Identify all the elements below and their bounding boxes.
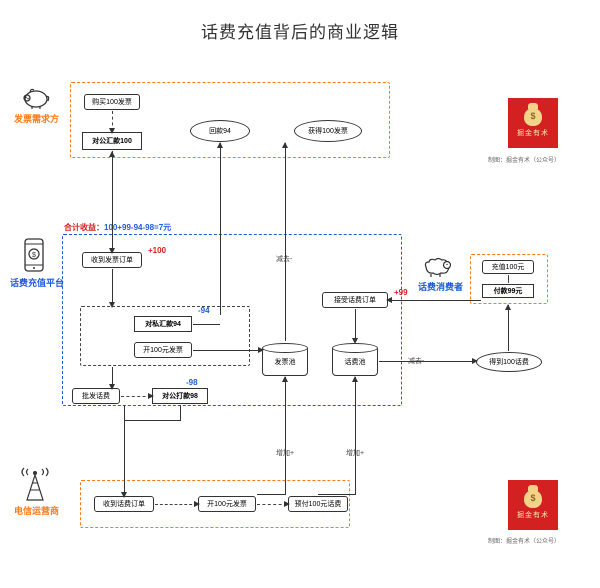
edge [193,324,220,325]
val-minus94: -94 [198,306,210,315]
svg-text:$: $ [32,252,36,259]
actor-consumer: 话费消费者 [418,280,463,293]
credit-top: 制图：掘金有术（公众号） [488,155,560,164]
credit-bottom: 制图：掘金有术（公众号） [488,536,560,545]
edge [112,269,113,305]
diagram-title: 话费充值背后的商业逻辑 [0,18,600,43]
edge [285,143,286,341]
edge [508,305,509,351]
edge [193,350,261,351]
brand-badge-top: 掘金有术 [508,98,558,148]
node-pay99: 付款99元 [482,284,534,298]
profit-line: 合计收益：100+99-94-98=7元 [64,222,171,233]
node-recv-invoice-order: 收到发票订单 [82,252,142,268]
node-invoice-pool: 发票池 [262,346,308,376]
actor-platform: 话费充值平台 [10,276,64,289]
node-recharge100: 充值100元 [482,260,534,274]
edge [155,504,197,505]
node-pay-public100: 对公汇款100 [82,132,142,150]
antenna-icon [20,466,50,502]
edge [389,300,481,301]
node-get100invoice: 获得100发票 [294,120,362,142]
node-return94: 回款94 [190,120,250,142]
pig-icon [18,85,50,109]
edge [285,377,286,495]
sheep-icon [420,254,454,278]
edge [220,143,221,315]
edge [257,494,285,495]
edge [379,361,475,362]
actor-telecom: 电信运营商 [14,504,59,517]
edge [121,396,151,397]
edge [180,405,181,421]
node-prepay100: 预付100元话费 [288,496,348,512]
node-issue100invoice: 开100元发票 [134,342,192,358]
node-accept-phone-order: 接受话费订单 [322,292,388,308]
edge [355,377,356,495]
edge [124,420,180,421]
node-recv-phone-order: 收到话费订单 [94,496,154,512]
val-minus98: -98 [186,378,198,387]
val-plus100: +100 [148,246,166,255]
edge [112,151,113,251]
actor-invoice-demand: 发票需求方 [14,112,59,125]
node-phone-pool: 话费池 [332,346,378,376]
edge [355,309,356,341]
edge [257,504,287,505]
node-wholesale: 批发话费 [72,388,120,404]
edge [318,494,355,495]
phone-icon: $ [22,238,46,272]
node-get100credit: 得到100话费 [476,352,542,372]
edge [508,275,509,283]
node-pay-private94: 对私汇款94 [134,316,192,332]
val-plus99: +99 [394,288,408,297]
edge [124,405,125,495]
node-buy100invoice: 购买100发票 [84,94,140,110]
node-pay-public98: 对公打款98 [152,388,208,404]
node-issue100invoice2: 开100元发票 [198,496,256,512]
brand-badge-bottom: 掘金有术 [508,480,558,530]
